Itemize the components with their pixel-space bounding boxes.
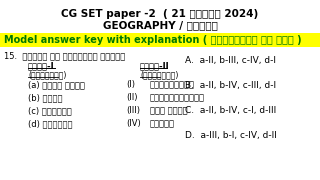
Text: D.  a-III, b-I, c-IV, d-II: D. a-III, b-I, c-IV, d-II	[185, 131, 277, 140]
Text: B.  a-II, b-IV, c-III, d-I: B. a-II, b-IV, c-III, d-I	[185, 81, 276, 90]
Text: C.  a-II, b-IV, c-I, d-III: C. a-II, b-IV, c-I, d-III	[185, 106, 276, 115]
Text: फिलीपीन्स: फिलीपीन्स	[150, 80, 195, 89]
Text: (क्षेत्र): (क्षेत्र)	[140, 70, 178, 79]
Text: GEOGRAPHY / भूगोल: GEOGRAPHY / भूगोल	[103, 20, 217, 30]
Text: A.  a-II, b-III, c-IV, d-I: A. a-II, b-III, c-IV, d-I	[185, 56, 276, 65]
Text: CG SET paper -2  ( 21 जुलाई 2024): CG SET paper -2 ( 21 जुलाई 2024)	[61, 9, 259, 19]
Text: (c) बगुड़ो: (c) बगुड़ो	[28, 106, 72, 115]
Text: (चक्रवात): (चक्रवात)	[28, 70, 66, 79]
Text: (IV): (IV)	[126, 119, 141, 128]
Text: Model answer key with explanation ( व्याख्या के साथ ): Model answer key with explanation ( व्या…	[4, 35, 302, 45]
Text: (I): (I)	[126, 80, 135, 89]
Text: सूची-I: सूची-I	[28, 61, 55, 70]
Text: (b) टेफू: (b) टेफू	[28, 93, 62, 102]
FancyBboxPatch shape	[0, 33, 320, 47]
Text: सूची-II: सूची-II	[140, 61, 170, 70]
Text: जापान: जापान	[150, 119, 175, 128]
Text: ऑस्ट्रेलिया: ऑस्ट्रेलिया	[150, 93, 205, 102]
Text: (a) बिली बिली: (a) बिली बिली	[28, 80, 85, 89]
Text: (d) टायफून: (d) टायफून	[28, 119, 73, 128]
Text: (II): (II)	[126, 93, 138, 102]
Text: 15.  निम्न को सुमेलित कीजिए: 15. निम्न को सुमेलित कीजिए	[4, 51, 125, 60]
Text: चीन सागर: चीन सागर	[150, 106, 188, 115]
Text: (III): (III)	[126, 106, 140, 115]
